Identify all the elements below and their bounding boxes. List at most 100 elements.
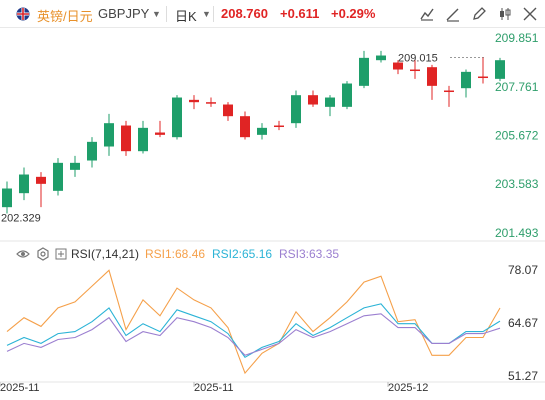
y-tick-label: 201.493 — [495, 226, 539, 240]
candle-body — [325, 97, 335, 107]
candle-body — [308, 95, 318, 105]
candle — [274, 120, 284, 131]
candle — [36, 172, 46, 208]
candle — [308, 90, 318, 107]
candle-body — [359, 57, 369, 86]
date-label: 2025-11 — [0, 382, 40, 394]
candle — [206, 97, 216, 107]
candle-body — [138, 127, 148, 152]
candle-body — [2, 188, 12, 208]
candle — [257, 123, 267, 140]
candle-body — [444, 90, 454, 93]
candle-body — [87, 141, 97, 161]
candle — [410, 60, 420, 79]
pair-name-cn[interactable]: 英镑/日元 — [37, 9, 93, 24]
period-select[interactable]: 日K — [175, 9, 197, 24]
candle-body — [223, 104, 233, 117]
candle — [189, 95, 199, 110]
candle-body — [206, 102, 216, 104]
y-tick-label: 209.851 — [495, 31, 539, 45]
candle — [104, 113, 114, 156]
low-price-label: 202.329 — [1, 212, 41, 224]
candle-body — [376, 55, 386, 61]
candle — [87, 137, 97, 168]
candle — [444, 85, 454, 107]
rsi-line-rsi3 — [6, 313, 501, 356]
candle-body — [410, 69, 420, 72]
high-price-label: 209.015 — [398, 53, 438, 65]
expand-icon[interactable] — [55, 248, 67, 260]
candle — [223, 102, 233, 121]
candle — [121, 120, 131, 156]
candle-body — [291, 95, 301, 124]
rsi-y-tick-label: 64.67 — [508, 316, 538, 330]
candle-body — [274, 125, 284, 128]
candle — [172, 95, 182, 140]
indicator-icon[interactable] — [418, 5, 436, 23]
rsi1-value: RSI1:68.46 — [145, 247, 206, 261]
rsi-line-rsi2 — [6, 303, 501, 359]
divider — [213, 6, 214, 22]
rsi3-value: RSI3:63.35 — [279, 247, 340, 261]
candle — [427, 64, 437, 100]
pair-code[interactable]: GBPJPY — [98, 6, 150, 21]
candle-body — [19, 174, 29, 194]
rsi-chart[interactable]: 78.07 64.67 51.27 2025-11 2025-11 2025-12 — [0, 264, 545, 400]
candle-body — [478, 76, 488, 79]
uk-flag-icon — [16, 7, 30, 21]
price-change: +0.611 — [280, 6, 320, 21]
candle-body — [257, 127, 267, 135]
rsi-y-tick-label: 78.07 — [508, 264, 538, 277]
candle — [342, 81, 352, 110]
candle — [138, 120, 148, 154]
y-tick-label: 207.761 — [495, 80, 539, 94]
candle — [393, 60, 403, 75]
rsi-label: RSI(7,14,21) — [71, 247, 140, 261]
candle — [376, 50, 386, 63]
y-tick-label: 203.583 — [495, 177, 539, 191]
fullscreen-icon[interactable] — [521, 5, 539, 23]
candle-body — [342, 83, 352, 107]
period-dropdown-icon[interactable]: ▼ — [202, 9, 211, 19]
draw-line-icon[interactable] — [444, 5, 462, 23]
candle — [19, 167, 29, 201]
price-change-pct: +0.29% — [331, 6, 376, 21]
rsi2-value: RSI2:65.16 — [212, 247, 273, 261]
candle — [70, 155, 80, 177]
candle-body — [393, 62, 403, 70]
candle-body — [70, 162, 80, 170]
candle-type-icon[interactable] — [496, 5, 514, 23]
candle — [325, 95, 335, 117]
candle-body — [155, 132, 165, 135]
candle — [359, 50, 369, 89]
pair-dropdown-icon[interactable]: ▼ — [152, 9, 161, 19]
candle — [478, 57, 488, 84]
candlestick-chart[interactable]: 209.015 202.329 209.851 207.761 205.672 203.5… — [0, 28, 545, 242]
y-tick-label: 205.672 — [495, 129, 539, 143]
candle — [495, 57, 505, 82]
candle — [2, 181, 12, 214]
candle-body — [172, 97, 182, 138]
settings-icon[interactable] — [36, 247, 50, 261]
candle-body — [240, 116, 250, 138]
candle — [53, 158, 63, 196]
date-label: 2025-11 — [194, 382, 234, 394]
candle-body — [53, 162, 63, 191]
candle-body — [427, 67, 437, 86]
rsi-y-tick-label: 51.27 — [508, 369, 538, 383]
candle-body — [189, 99, 199, 103]
candle — [240, 111, 250, 140]
candle-body — [36, 176, 46, 184]
candle — [155, 120, 165, 138]
candle-body — [121, 125, 131, 152]
candle — [291, 90, 301, 128]
candle-body — [104, 123, 114, 147]
divider — [166, 6, 167, 22]
last-price: 208.760 — [221, 6, 268, 21]
date-label: 2025-12 — [388, 382, 428, 394]
top-bar: 英镑/日元 GBPJPY ▼ 日K ▼ 208.760 +0.611 +0.29… — [0, 0, 545, 28]
candle-body — [461, 71, 471, 89]
eye-icon[interactable] — [16, 247, 30, 261]
pencil-icon[interactable] — [470, 5, 488, 23]
rsi-line-rsi1 — [6, 269, 501, 375]
